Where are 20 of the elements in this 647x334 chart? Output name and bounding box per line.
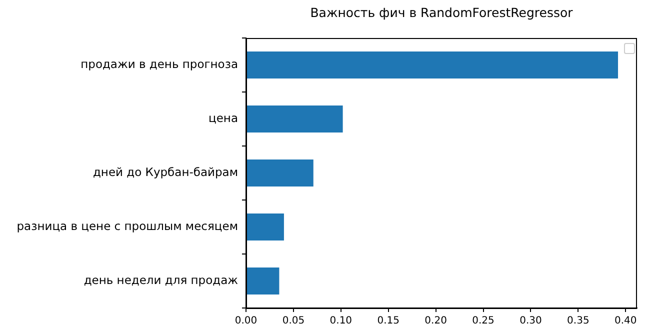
x-tick-label: 0.25 — [472, 316, 494, 327]
x-tick-label: 0.30 — [520, 316, 542, 327]
x-tick-label: 0.10 — [330, 316, 352, 327]
x-tick-label: 0.15 — [377, 316, 400, 327]
y-tick-label: разница в цене с прошлым месяцем — [16, 218, 238, 233]
y-tick-label: продажи в день прогноза — [80, 56, 238, 71]
bar — [246, 52, 618, 78]
y-tick-label: цена — [208, 110, 238, 125]
bar — [246, 268, 280, 294]
bar — [246, 106, 343, 132]
bar — [246, 214, 284, 240]
x-tick-label: 0.40 — [614, 316, 637, 327]
x-tick-label: 0.20 — [424, 316, 447, 327]
y-tick-label: дней до Курбан-байрам — [92, 164, 238, 179]
chart-title: Важность фич в RandomForestRegressor — [309, 5, 574, 20]
x-tick-label: 0.35 — [567, 316, 590, 327]
x-tick-label: 0.00 — [234, 316, 258, 327]
bar — [246, 160, 314, 186]
y-tick-label: день недели для продаж — [84, 272, 238, 287]
x-tick-label: 0.05 — [282, 316, 305, 327]
